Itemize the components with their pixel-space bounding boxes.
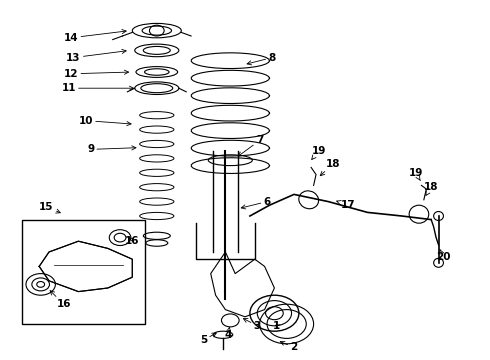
Text: 18: 18 xyxy=(320,159,341,176)
Text: 2: 2 xyxy=(280,341,297,352)
Text: 15: 15 xyxy=(39,202,60,213)
Text: 17: 17 xyxy=(337,200,355,210)
Text: 1: 1 xyxy=(273,321,280,331)
Text: 16: 16 xyxy=(50,291,71,309)
Text: 18: 18 xyxy=(424,182,439,195)
Text: 19: 19 xyxy=(408,168,423,181)
Bar xyxy=(22,220,145,324)
Polygon shape xyxy=(39,241,132,292)
Text: 10: 10 xyxy=(78,116,131,126)
Text: 13: 13 xyxy=(66,49,126,63)
Text: 7: 7 xyxy=(238,135,264,156)
Text: 8: 8 xyxy=(247,53,275,65)
Text: 5: 5 xyxy=(200,333,216,345)
Text: 16: 16 xyxy=(125,236,140,246)
Text: 14: 14 xyxy=(64,30,126,43)
Text: 11: 11 xyxy=(61,83,133,93)
Text: 9: 9 xyxy=(87,144,136,154)
Text: 6: 6 xyxy=(241,197,270,209)
Text: 19: 19 xyxy=(311,146,326,159)
Text: 3: 3 xyxy=(244,319,261,331)
Text: 12: 12 xyxy=(64,69,128,79)
Text: 20: 20 xyxy=(436,249,451,262)
Text: 4: 4 xyxy=(224,327,232,340)
